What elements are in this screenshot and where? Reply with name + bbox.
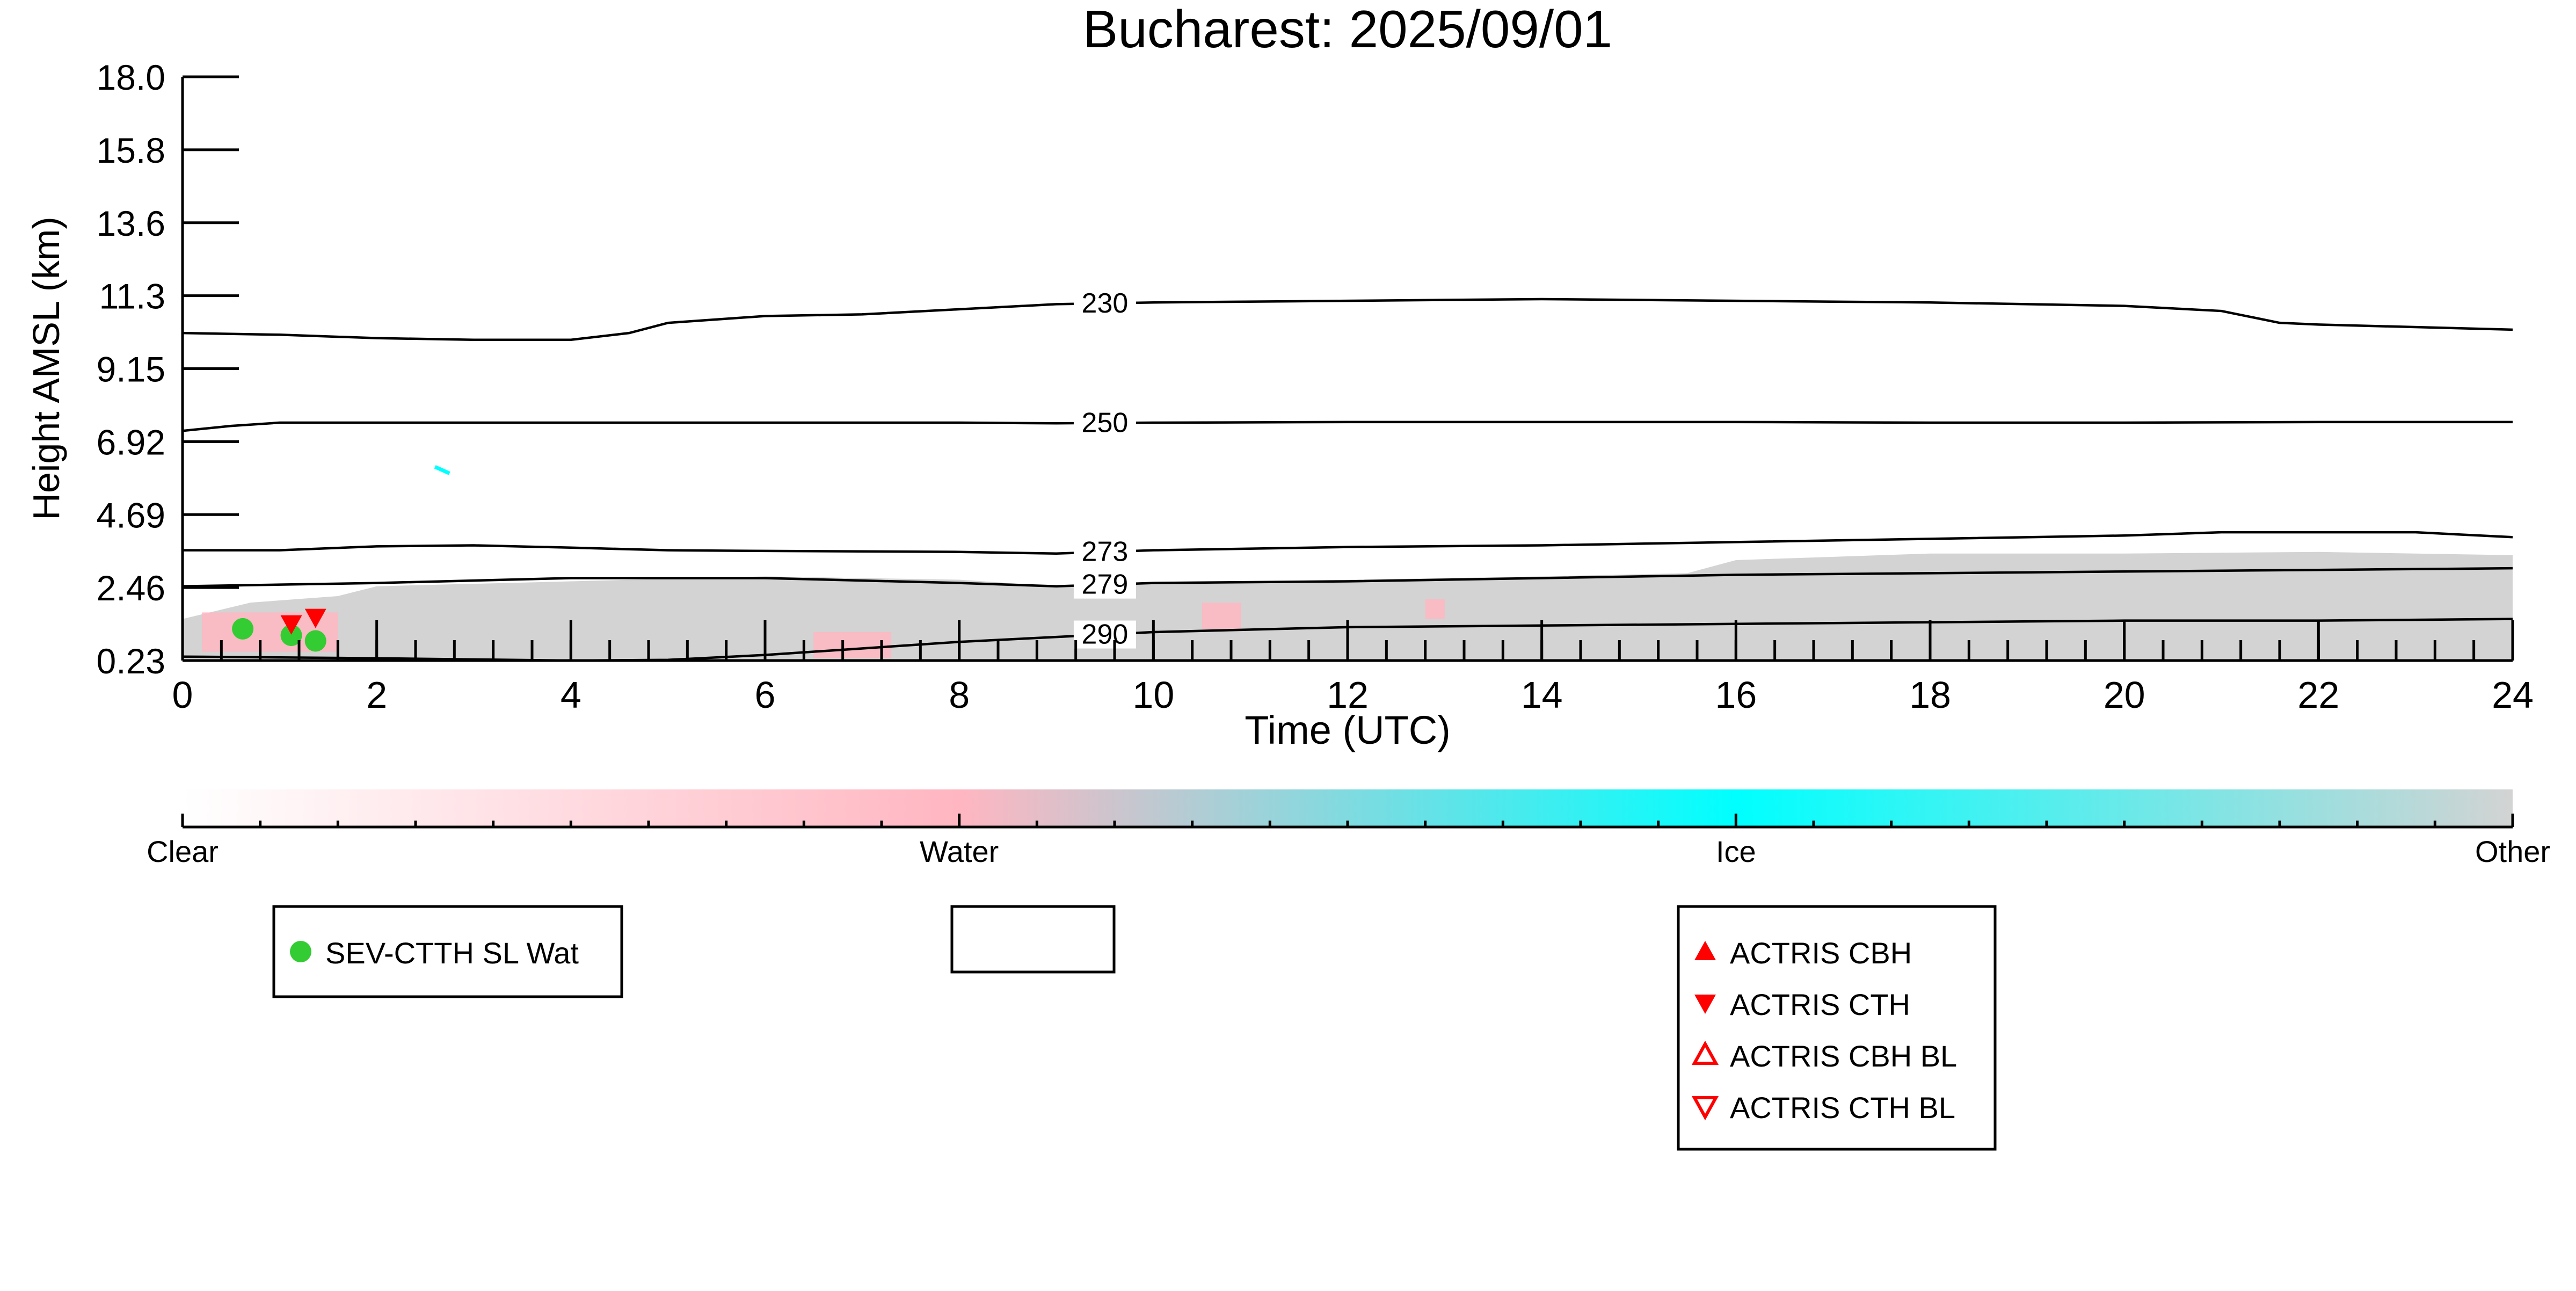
isotherm-label: 290 [1082, 619, 1129, 650]
isotherm-label-bg [1073, 620, 1136, 649]
x-tick-label: 0 [172, 674, 193, 716]
y-axis-label: Height AMSL (km) [25, 216, 67, 520]
isotherm-label-bg [1073, 409, 1136, 437]
isotherm-label-bg [1073, 289, 1136, 317]
legend-empty-box [950, 905, 1116, 974]
x-tick-label: 12 [1327, 674, 1369, 716]
y-tick-label: 4.69 [97, 495, 165, 535]
isotherm-label-bg [1073, 538, 1136, 566]
colorbar-label: Clear [147, 835, 219, 868]
x-tick-label: 4 [561, 674, 581, 716]
legend-label: ACTRIS CTH [1730, 988, 1910, 1021]
water-cloud-patch [1425, 599, 1445, 619]
legend-empty [950, 905, 1116, 974]
legend-marker [290, 941, 311, 962]
legend-label: ACTRIS CBH BL [1730, 1039, 1957, 1073]
colorbar-label: Ice [1716, 835, 1756, 868]
chart-title: Bucharest: 2025/09/01 [1083, 0, 1612, 59]
x-tick-label: 16 [1715, 674, 1757, 716]
x-tick-label: 20 [2104, 674, 2145, 716]
isotherm-label-bg [1073, 570, 1136, 599]
x-major-ticks: 0 2 4 6 8 10 12 14 16 18 20 22 24 [172, 620, 2534, 716]
legend-marker [1691, 1040, 1719, 1065]
legend-marker [1694, 941, 1716, 960]
marker-point [304, 608, 326, 628]
legend-actris-box [1677, 905, 1997, 1151]
y-tick-label: 9.15 [97, 350, 165, 389]
isotherm-label: 279 [1082, 569, 1129, 600]
y-tick-label: 6.92 [97, 422, 165, 462]
x-tick-label: 24 [2492, 674, 2534, 716]
isotherm-line-230 [183, 298, 2513, 342]
x-tick-label: 22 [2297, 674, 2339, 716]
isotherm-line-250 [183, 420, 2513, 432]
x-tick-label: 18 [1909, 674, 1951, 716]
colorbar-ticks [181, 814, 2514, 827]
y-tick-label: 11.3 [99, 277, 165, 316]
water-cloud-patch [1202, 603, 1241, 629]
x-tick-label: 10 [1132, 674, 1174, 716]
legend-sev-ctth-box [272, 905, 623, 998]
x-tick-label: 8 [949, 674, 970, 716]
y-tick-label: 2.46 [97, 568, 165, 608]
legend-marker [1691, 1096, 1719, 1121]
x-axis-label: Time (UTC) [1245, 708, 1451, 752]
y-tick-label: 0.23 [97, 641, 165, 681]
x-tick-label: 14 [1521, 674, 1563, 716]
isotherm-label: 230 [1082, 288, 1129, 319]
water-cloud-patch [813, 632, 892, 658]
colorbar-label: Other [2475, 835, 2550, 868]
y-tick-label: 13.6 [97, 204, 165, 243]
marker-point [280, 615, 302, 635]
legend-label: ACTRIS CBH [1730, 936, 1912, 970]
isotherm-line-273 [183, 531, 2513, 555]
legend-label: ACTRIS CTH BL [1730, 1091, 1955, 1125]
observation-markers [232, 608, 326, 652]
marker-point [280, 625, 302, 647]
ice-cloud-patch [434, 465, 450, 475]
y-ticks: 0.23 2.46 4.69 6.92 9.15 11.3 13.6 15.8 18.0 [97, 57, 239, 681]
legend-marker [1694, 995, 1716, 1014]
colorbar-labels: Clear Water Ice Other [147, 835, 2550, 868]
isotherm-label: 250 [1082, 408, 1129, 439]
isotherm-label: 273 [1082, 536, 1129, 568]
colorbar-label: Water [920, 835, 999, 868]
x-tick-label: 6 [755, 674, 776, 716]
legend-actris: ACTRIS CBH ACTRIS CTH ACTRIS CBH BL ACTRIS … [1677, 905, 1997, 1151]
marker-point [304, 630, 326, 652]
isotherm-line-279 [183, 567, 2513, 588]
x-tick-label: 2 [366, 674, 387, 716]
y-tick-label: 18.0 [97, 57, 165, 97]
marker-point [232, 618, 254, 640]
y-tick-label: 15.8 [97, 130, 165, 170]
legend-label: SEV-CTTH SL Wat [325, 936, 579, 970]
legend-sev-ctth: SEV-CTTH SL Wat [272, 905, 623, 998]
